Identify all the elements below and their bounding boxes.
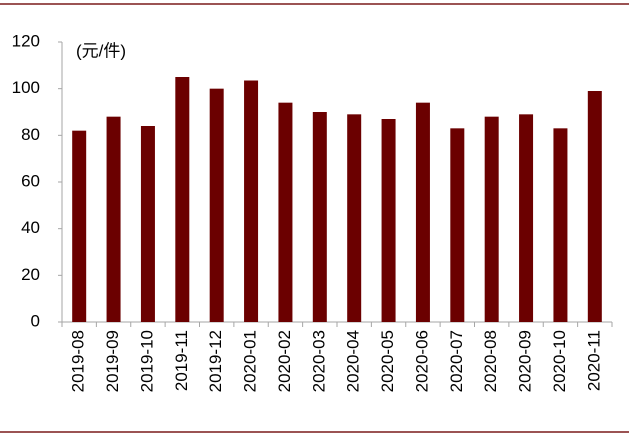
y-tick-label: 80 [21, 125, 40, 144]
x-tick-label: 2020-11 [584, 330, 603, 391]
bar [312, 112, 327, 322]
bar [415, 102, 430, 323]
bar [72, 130, 87, 322]
x-tick-label: 2020-03 [309, 330, 328, 392]
bar [587, 91, 602, 322]
bar [175, 77, 190, 322]
bar [484, 116, 499, 323]
bar [209, 88, 224, 323]
x-tick-label: 2020-02 [275, 330, 294, 392]
bar [244, 80, 259, 322]
x-tick-label: 2020-04 [344, 330, 363, 392]
bar [519, 114, 534, 322]
x-tick-label: 2019-08 [69, 330, 88, 392]
x-tick-label: 2020-06 [412, 330, 431, 392]
x-tick-label: 2020-09 [516, 330, 535, 392]
x-tick-label: 2020-01 [241, 330, 260, 392]
bar [347, 114, 362, 322]
bar [450, 128, 465, 322]
bar [553, 128, 568, 322]
x-tick-label: 2020-07 [447, 330, 466, 392]
bar [381, 119, 396, 322]
y-tick-label: 0 [31, 311, 40, 330]
x-tick-label: 2020-08 [481, 330, 500, 392]
x-tick-label: 2019-11 [172, 330, 191, 391]
x-tick-label: 2020-05 [378, 330, 397, 392]
y-tick-label: 120 [12, 31, 40, 50]
bar [106, 116, 121, 323]
x-tick-label: 2020-10 [550, 330, 569, 392]
y-tick-label: 20 [21, 265, 40, 284]
bar [278, 102, 293, 323]
y-tick-label: 60 [21, 171, 40, 190]
y-tick-label: 100 [12, 78, 40, 97]
x-tick-label: 2019-10 [137, 330, 156, 392]
x-tick-label: 2019-12 [206, 330, 225, 392]
y-tick-label: 40 [21, 218, 40, 237]
bar [140, 126, 155, 322]
x-tick-label: 2019-09 [103, 330, 122, 392]
unit-annotation: (元/件) [76, 41, 126, 60]
